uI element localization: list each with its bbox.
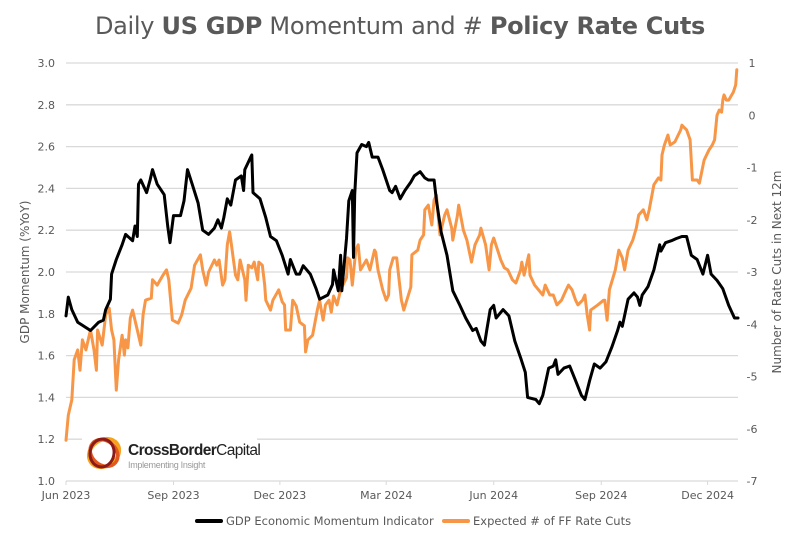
chart-title: Daily US GDP Momentum and # Policy Rate … [0,12,800,40]
y-left-tick-label: 1.0 [38,475,56,488]
legend-label-cuts: Expected # of FF Rate Cuts [473,514,632,528]
x-tick-label: Jun 2023 [41,489,91,502]
logo-name: CrossBorderCapital [128,442,261,459]
y-axis-right: -7 -6 -5 -4 -3 -2 -1 0 1 [747,57,758,488]
y-right-tick-label: -4 [747,318,758,331]
y-left-tick-label: 1.4 [38,391,56,404]
y-left-tick-label: 1.6 [38,350,56,363]
y-left-tick-label: 2.2 [38,224,56,237]
y-right-tick-label: -1 [747,162,758,175]
rate-cuts-line [64,68,739,442]
y-right-tick-label: -6 [747,423,758,436]
gdp-momentum-line [64,140,740,406]
legend-item-cuts: Expected # of FF Rate Cuts [442,514,631,528]
series-group [64,68,740,442]
y-left-tick-label: 3.0 [38,57,56,70]
y-left-tick-label: 2.4 [38,182,56,195]
x-tick-label: Mar 2024 [360,489,412,502]
y-left-tick-label: 2.6 [38,141,56,154]
x-tick-label: Sep 2024 [575,489,627,502]
legend-item-gdp: GDP Economic Momentum Indicator [195,514,434,528]
crossborder-capital-logo: CrossBorderCapital Implementing Insight [82,428,261,478]
y-left-tick-label: 2.0 [38,266,56,279]
y-axis-right-label: Number of Rate Cuts in Next 12m [770,171,784,374]
y-left-tick-label: 1.2 [38,433,56,446]
y-right-tick-label: -5 [747,371,758,384]
y-right-tick-label: -3 [747,266,758,279]
x-tick-label: Sep 2023 [147,489,199,502]
x-tick-label: Dec 2024 [681,489,734,502]
x-tick-label: Jun 2024 [468,489,518,502]
y-axis-left-label: GDP Momentum (%YoY) [18,201,32,344]
title-segment: Momentum and # [262,12,490,40]
x-tick-label: Dec 2023 [253,489,306,502]
y-right-tick-label: 1 [749,57,756,70]
gridlines [66,62,738,482]
y-right-tick-label: -2 [747,214,758,227]
y-left-tick-label: 1.8 [38,308,56,321]
x-axis: Jun 2023 Sep 2023 Dec 2023 Mar 2024 Jun 2024… [41,481,734,502]
y-axis-left: 1.0 1.2 1.4 1.6 1.8 2.0 2.2 2.4 2.6 2.8 3.0 [38,57,56,488]
title-segment: US GDP [161,12,263,40]
y-left-tick-label: 2.8 [38,99,56,112]
legend-swatch-cuts [442,519,470,523]
title-segment: Daily [94,12,162,40]
title-segment: Policy Rate Cuts [489,12,706,40]
logo-rings-icon [86,436,122,470]
legend-swatch-gdp [195,519,223,523]
y-right-tick-label: 0 [749,109,756,122]
y-right-tick-label: -7 [747,475,758,488]
logo-tagline: Implementing Insight [128,460,206,470]
legend-label-gdp: GDP Economic Momentum Indicator [226,514,434,528]
